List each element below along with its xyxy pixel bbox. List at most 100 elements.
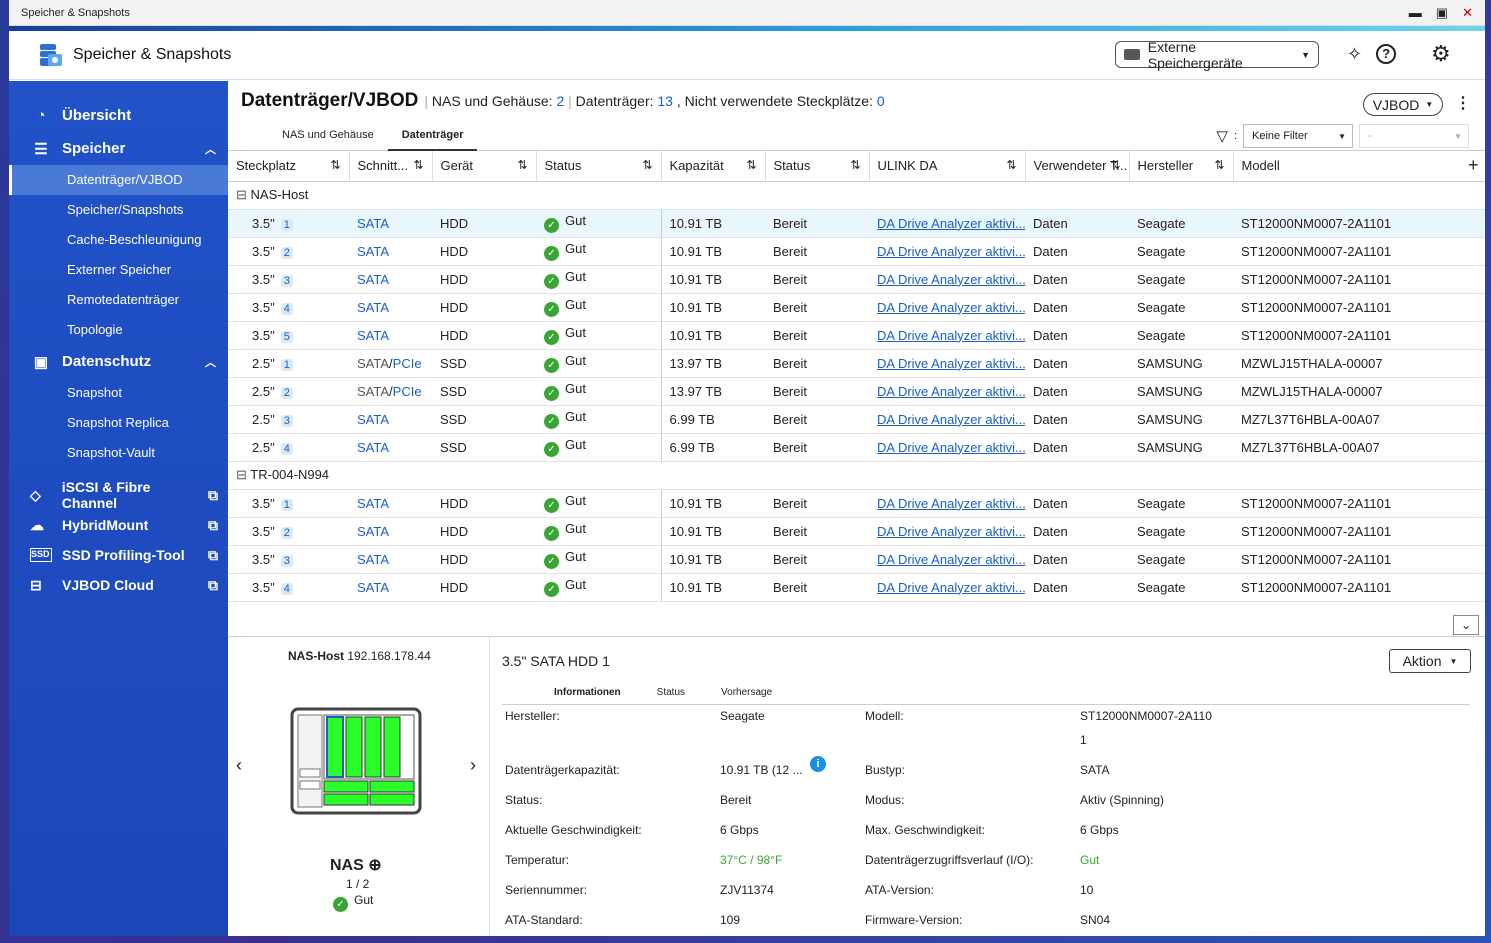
sort-icon[interactable]: ⇅ xyxy=(746,158,757,173)
action-dropdown[interactable]: Aktion ▼ xyxy=(1389,649,1471,673)
ulink-da-link[interactable]: DA Drive Analyzer aktivi... xyxy=(877,439,1025,455)
column-header[interactable]: Verwendeter T... ⇅ xyxy=(1025,151,1130,182)
sidebar-item-remote-disk[interactable]: Remotedatenträger xyxy=(67,292,180,307)
column-header[interactable]: Status ⇅ xyxy=(765,151,870,182)
ulink-da-link[interactable]: DA Drive Analyzer aktivi... xyxy=(877,383,1025,399)
sidebar-item-vjbod-cloud[interactable]: ⊟ VJBOD Cloud ⧉ xyxy=(9,570,228,600)
tab-information[interactable]: Informationen xyxy=(554,687,621,698)
sidebar-item-topology[interactable]: Topologie xyxy=(67,322,123,337)
sort-icon[interactable]: ⇅ xyxy=(642,158,653,173)
interface-link[interactable]: SATA xyxy=(357,299,390,315)
sidebar-item-storage[interactable]: ☰ Speicher ︿ xyxy=(9,132,228,165)
sort-icon[interactable]: ⇅ xyxy=(330,158,341,173)
interface-link[interactable]: SATA xyxy=(357,271,390,287)
ulink-da-link[interactable]: DA Drive Analyzer aktivi... xyxy=(877,411,1025,427)
filter-second-select[interactable]: - ▼ xyxy=(1359,124,1469,148)
sidebar-item-speicher-snapshots[interactable]: Speicher/Snapshots xyxy=(67,202,184,217)
table-row[interactable]: 3.5" 2 SATA HDD ✓ Gut 10.91 TB Bereit DA Drive A… xyxy=(228,517,1485,546)
table-row[interactable]: 2.5" 2 SATA/PCIe SSD ✓ Gut 13.97 TB Bereit DA Dr… xyxy=(228,377,1485,406)
table-row[interactable]: 3.5" 4 SATA HDD ✓ Gut 10.91 TB Bereit DA Drive A… xyxy=(228,573,1485,602)
column-header[interactable]: Schnitt... ⇅ xyxy=(349,151,433,182)
interface-link[interactable]: SATA xyxy=(357,439,390,455)
collapse-group-icon[interactable]: ⊟ xyxy=(236,187,251,202)
filter-select[interactable]: Keine Filter ▼ xyxy=(1243,124,1353,148)
ulink-da-link[interactable]: DA Drive Analyzer aktivi... xyxy=(877,299,1025,315)
ulink-da-link[interactable]: DA Drive Analyzer aktivi... xyxy=(877,215,1025,231)
sidebar-item-snapshot-vault[interactable]: Snapshot-Vault xyxy=(67,445,155,460)
table-row[interactable]: 3.5" 5 SATA HDD ✓ Gut 10.91 TB Bereit DA Drive A… xyxy=(228,321,1485,350)
interface-link[interactable]: SATA xyxy=(357,551,390,567)
table-row[interactable]: 3.5" 3 SATA HDD ✓ Gut 10.91 TB Bereit DA Drive A… xyxy=(228,265,1485,294)
help-icon[interactable]: ? xyxy=(1376,44,1397,64)
external-storage-button[interactable]: Externe Speichergeräte ▼ xyxy=(1115,39,1319,71)
interface-link[interactable]: SATA xyxy=(357,579,390,595)
wand-icon[interactable]: ✧ xyxy=(1347,44,1363,64)
table-row[interactable]: 3.5" 1 SATA HDD ✓ Gut 10.91 TB Bereit DA Drive A… xyxy=(228,209,1485,238)
filter-icon[interactable]: ▽ xyxy=(1216,128,1228,145)
tab-status[interactable]: Status xyxy=(656,687,686,698)
column-header[interactable]: Modell xyxy=(1233,151,1460,182)
sidebar-item-hybridmount[interactable]: ☁ HybridMount ⧉ xyxy=(9,510,228,540)
collapse-group-icon[interactable]: ⊟ xyxy=(236,467,251,482)
sidebar-item-ssd-profiling[interactable]: SSD SSD Profiling-Tool ⧉ xyxy=(9,540,228,570)
interface-link[interactable]: SATA xyxy=(357,215,390,231)
maximize-icon[interactable]: ▣ xyxy=(1435,4,1449,20)
interface-link[interactable]: PCIe xyxy=(392,383,422,399)
more-menu-icon[interactable]: ⋮ xyxy=(1455,95,1471,112)
sidebar-item-protection[interactable]: ▣ Datenschutz ︿ xyxy=(9,345,228,378)
table-row[interactable]: 3.5" 1 SATA HDD ✓ Gut 10.91 TB Bereit DA Drive A… xyxy=(228,489,1485,518)
next-device-icon[interactable]: › xyxy=(470,755,476,775)
ulink-da-link[interactable]: DA Drive Analyzer aktivi... xyxy=(877,271,1025,287)
tab-disks[interactable]: Datenträger xyxy=(387,121,478,151)
interface-link[interactable]: SATA xyxy=(357,495,390,511)
interface-link[interactable]: SATA xyxy=(357,411,390,427)
collapse-panel-icon[interactable]: ⌄ xyxy=(1453,615,1479,635)
table-row[interactable]: 3.5" 3 SATA HDD ✓ Gut 10.91 TB Bereit DA Drive A… xyxy=(228,545,1485,574)
table-row[interactable]: 2.5" 4 SATA SSD ✓ Gut 6.99 TB Bereit DA Drive An… xyxy=(228,433,1485,462)
ulink-da-link[interactable]: DA Drive Analyzer aktivi... xyxy=(877,495,1025,511)
sort-icon[interactable]: ⇅ xyxy=(850,158,861,173)
sort-icon[interactable]: ⇅ xyxy=(413,158,424,173)
sidebar-item-cache[interactable]: Cache-Beschleunigung xyxy=(67,232,202,247)
interface-link[interactable]: SATA xyxy=(357,327,390,343)
ulink-da-link[interactable]: DA Drive Analyzer aktivi... xyxy=(877,355,1025,371)
column-header[interactable]: ULINK DA ⇅ xyxy=(869,151,1026,182)
settings-gear-icon[interactable]: ⚙ xyxy=(1431,41,1451,66)
column-header[interactable]: Status ⇅ xyxy=(536,151,662,182)
ulink-da-link[interactable]: DA Drive Analyzer aktivi... xyxy=(877,579,1025,595)
close-icon[interactable]: ✕ xyxy=(1462,4,1473,20)
tab-nas-enclosure[interactable]: NAS und Gehäuse xyxy=(282,129,374,141)
info-icon[interactable]: i xyxy=(810,756,826,772)
table-row[interactable]: 3.5" 4 SATA HDD ✓ Gut 10.91 TB Bereit DA Drive A… xyxy=(228,293,1485,322)
ulink-da-link[interactable]: DA Drive Analyzer aktivi... xyxy=(877,523,1025,539)
table-row[interactable]: 3.5" 2 SATA HDD ✓ Gut 10.91 TB Bereit DA Drive A… xyxy=(228,237,1485,266)
tab-prediction[interactable]: Vorhersage xyxy=(721,687,773,698)
sidebar-item-iscsi[interactable]: ◇ iSCSI & Fibre Channel ⧉ xyxy=(9,479,228,511)
vjbod-dropdown[interactable]: VJBOD ▼ xyxy=(1363,93,1443,116)
interface-link[interactable]: SATA xyxy=(357,243,390,259)
table-row[interactable]: 2.5" 3 SATA SSD ✓ Gut 6.99 TB Bereit DA Drive An… xyxy=(228,405,1485,434)
ulink-da-link[interactable]: DA Drive Analyzer aktivi... xyxy=(877,551,1025,567)
sort-icon[interactable]: ⇅ xyxy=(1110,158,1121,173)
ulink-da-link[interactable]: DA Drive Analyzer aktivi... xyxy=(877,327,1025,343)
sidebar-item-snapshot[interactable]: Snapshot xyxy=(67,385,122,400)
interface-link[interactable]: PCIe xyxy=(392,355,422,371)
sidebar-item-datentraeger[interactable]: Datenträger/VJBOD xyxy=(9,165,228,195)
sort-icon[interactable]: ⇅ xyxy=(517,158,528,173)
group-row[interactable]: ⊟ TR-004-N994 xyxy=(228,461,1485,490)
column-header[interactable]: Hersteller ⇅ xyxy=(1129,151,1234,182)
sidebar-item-external-storage[interactable]: Externer Speicher xyxy=(67,262,172,277)
interface-link[interactable]: SATA xyxy=(357,523,390,539)
sort-icon[interactable]: ⇅ xyxy=(1214,158,1225,173)
add-column-icon[interactable]: + xyxy=(1460,151,1485,182)
table-row[interactable]: 2.5" 1 SATA/PCIe SSD ✓ Gut 13.97 TB Bereit DA Dr… xyxy=(228,349,1485,378)
column-header[interactable]: Steckplatz ⇅ xyxy=(228,151,350,182)
minimize-icon[interactable]: ▬ xyxy=(1408,4,1422,20)
column-header[interactable]: Gerät ⇅ xyxy=(432,151,537,182)
column-header[interactable]: Kapazität ⇅ xyxy=(661,151,766,182)
group-row[interactable]: ⊟ NAS-Host xyxy=(228,181,1485,210)
sort-icon[interactable]: ⇅ xyxy=(1006,158,1017,173)
sidebar-item-snapshot-replica[interactable]: Snapshot Replica xyxy=(67,415,169,430)
zoom-in-icon[interactable]: ⊕ xyxy=(368,857,382,874)
prev-device-icon[interactable]: ‹ xyxy=(236,755,242,775)
